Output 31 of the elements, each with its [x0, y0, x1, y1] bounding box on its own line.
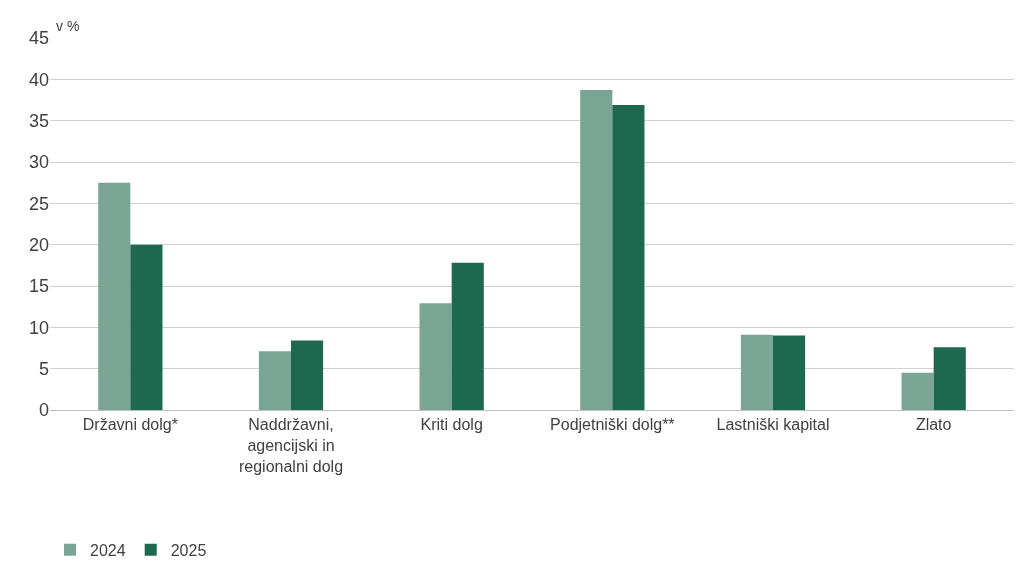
y-tick-label: 40: [28, 69, 49, 90]
x-tick-label: Državni dolg*: [82, 416, 178, 434]
x-tick-label: Lastniški kapital: [716, 416, 830, 434]
bar: [901, 372, 934, 410]
y-tick-label: 20: [28, 234, 49, 255]
x-tick-label: Podjetniški dolg**: [550, 416, 675, 434]
y-tick-label: 30: [28, 152, 49, 173]
y-tick-label: 35: [28, 110, 49, 131]
bar: [933, 347, 966, 410]
bar: [258, 351, 291, 410]
x-tick-label: Kriti dolg: [420, 416, 483, 434]
y-tick-label: 10: [28, 317, 49, 338]
bar: [580, 90, 613, 410]
bar: [740, 334, 773, 410]
legend-label: 2025: [170, 541, 207, 559]
bar: [451, 262, 484, 410]
bar: [612, 104, 645, 410]
y-axis-title: v %: [56, 18, 80, 34]
bar: [291, 340, 324, 410]
bar: [98, 182, 131, 410]
y-tick-label: 45: [28, 28, 49, 49]
y-tick-label: 0: [38, 400, 49, 421]
x-tick-label: Zlato: [915, 416, 952, 434]
legend-label: 2024: [90, 541, 126, 559]
bar: [773, 335, 806, 410]
bar: [419, 303, 452, 410]
y-tick-label: 15: [28, 276, 49, 297]
y-tick-label: 25: [28, 193, 49, 214]
x-tick-label: Naddržavni, agencijski in regionalni dolg: [238, 416, 344, 475]
bar: [130, 244, 163, 410]
y-tick-label: 5: [38, 358, 49, 379]
